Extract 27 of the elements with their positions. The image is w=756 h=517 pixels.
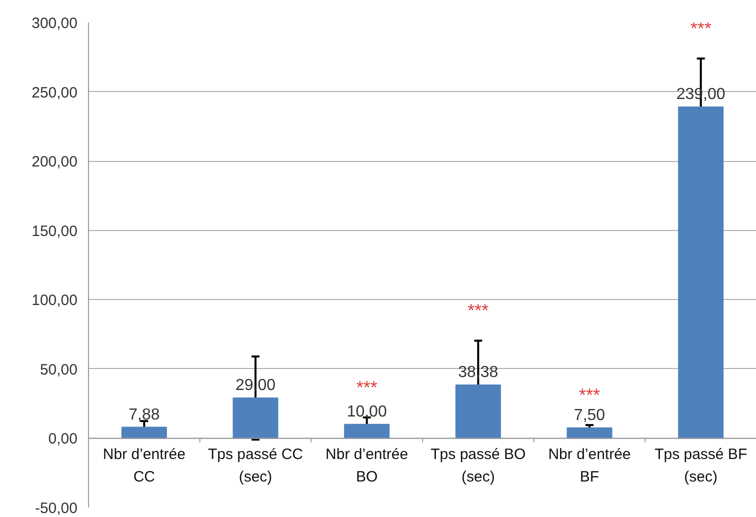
x-tick-label: Tps passé BF (sec) [654,446,748,486]
bar [232,398,278,439]
annotation: *** [356,377,378,398]
x-tick-label: Tps passé BO (sec) [430,446,526,486]
x-tick-label: Nbr d’entrée BO [326,446,408,486]
data-label: 10,00 [346,403,387,420]
annotation: *** [468,300,489,321]
data-label: 7,88 [128,406,160,424]
y-tick-label: 200,00 [32,154,78,171]
annotation: *** [690,18,712,39]
bar [344,424,390,439]
y-tick-label: 150,00 [32,222,78,240]
bar [678,106,724,439]
bar [121,426,167,439]
y-tick-label: 250,00 [32,84,78,102]
bar [566,427,612,439]
x-tick-label: Nbr d’entrée BF [548,446,631,486]
y-tick-label: 50,00 [40,361,78,378]
x-tick-label: Tps passé CC (sec) [208,446,304,486]
bar [455,384,501,439]
x-tick-label: Nbr d’entrée CC [102,446,186,486]
data-label: 7,50 [574,406,606,424]
y-tick-label: 100,00 [32,292,78,310]
y-tick-label: -50,00 [34,500,78,517]
y-tick-label: 0,00 [48,430,78,448]
y-tick-label: 300,00 [32,15,78,32]
annotation: *** [578,385,600,406]
